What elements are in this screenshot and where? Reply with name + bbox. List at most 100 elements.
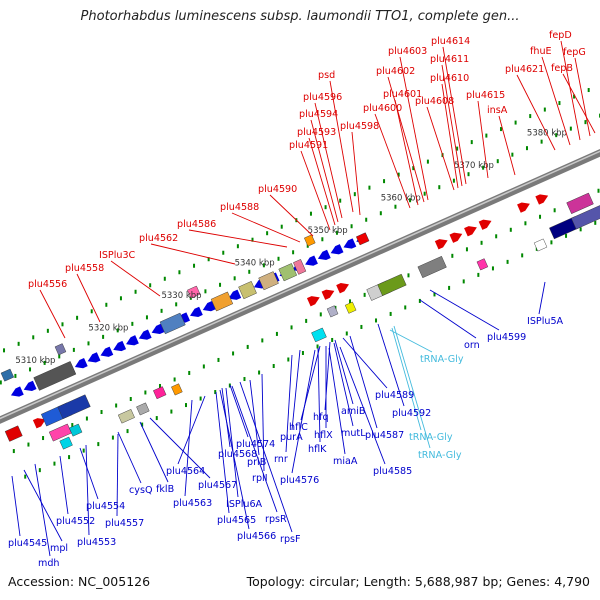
top-label-fepd: fepD	[549, 30, 572, 41]
top-gene-block	[377, 273, 407, 296]
track-tick	[111, 435, 114, 440]
scale-label: 5350 kbp	[308, 226, 348, 236]
rna-label-trna-gly: tRNA-Gly	[418, 450, 462, 461]
track-tick	[219, 282, 222, 287]
bottom-label-plu4564: plu4564	[166, 466, 205, 477]
backbone	[0, 149, 600, 424]
track-tick	[144, 390, 147, 395]
track-tick	[262, 263, 265, 268]
leader-line	[150, 243, 236, 265]
bottom-label-cysq: cysQ	[129, 485, 153, 496]
track-tick	[375, 318, 378, 323]
track-tick	[438, 185, 441, 190]
track-tick	[100, 410, 103, 415]
track-tick	[87, 341, 90, 346]
track-tick	[321, 237, 324, 242]
track-tick	[163, 276, 166, 281]
track-tick	[301, 350, 304, 355]
leader-line	[429, 289, 500, 331]
track-tick	[102, 334, 105, 339]
track-tick	[452, 178, 455, 183]
top-gene-block	[68, 423, 83, 437]
track-tick	[462, 279, 465, 284]
leader-line	[188, 229, 288, 248]
track-tick	[115, 403, 118, 408]
bottom-label-mdh: mdh	[38, 558, 60, 569]
track-tick	[68, 455, 71, 460]
track-tick	[46, 328, 49, 333]
bottom-gene-arrow	[343, 238, 357, 249]
bottom-gene-arrow	[151, 323, 165, 335]
track-tick	[145, 315, 148, 320]
track-tick	[353, 192, 356, 197]
track-tick	[331, 337, 334, 342]
top-gene-arrow	[336, 283, 349, 294]
track-tick	[587, 88, 590, 93]
track-tick	[3, 348, 6, 353]
track-tick	[485, 133, 488, 138]
bottom-gene-arrow	[138, 329, 152, 340]
top-gene-block	[171, 383, 183, 396]
bottom-label-plu4545: plu4545	[8, 538, 47, 549]
bottom-label-rpsr: rpsR	[265, 514, 287, 525]
leader-line	[334, 339, 354, 405]
leader-line	[139, 421, 169, 483]
track-tick	[126, 429, 129, 434]
track-tick	[394, 204, 397, 209]
track-tick	[185, 403, 188, 408]
track-tick	[423, 191, 426, 196]
bottom-gene-arrow	[202, 301, 216, 312]
leader-line	[538, 281, 546, 315]
bottom-gene-block	[33, 361, 77, 391]
track-tick	[292, 250, 295, 255]
leader-line	[399, 56, 429, 201]
bottom-gene-arrow	[74, 357, 88, 369]
track-tick	[491, 266, 494, 271]
leader-line	[300, 150, 331, 231]
leader-line	[225, 387, 239, 498]
bottom-label-plu4552: plu4552	[56, 516, 95, 527]
track-tick	[550, 240, 553, 245]
bottom-label-hfq: hfq	[313, 412, 329, 423]
track-tick	[277, 256, 280, 261]
track-tick	[316, 344, 319, 349]
track-tick	[58, 354, 61, 359]
track-tick	[129, 396, 132, 401]
track-tick	[178, 270, 181, 275]
rna-label-trna-gly: tRNA-Gly	[420, 354, 464, 365]
leader-line	[394, 99, 419, 206]
leader-line	[441, 64, 463, 187]
leader-line	[426, 106, 455, 191]
track-tick	[158, 383, 161, 388]
top-label-plu4615: plu4615	[466, 90, 505, 101]
leader-line	[516, 74, 556, 151]
scale-label: 5370 kbp	[454, 161, 494, 171]
top-label-psd: psd	[318, 70, 335, 81]
track-tick	[470, 140, 473, 145]
scale-label: 5360 kbp	[381, 193, 421, 203]
top-label-plu4586: plu4586	[177, 219, 216, 230]
track-tick	[24, 474, 27, 479]
top-gene-block	[311, 327, 327, 343]
leader-line	[498, 115, 516, 176]
track-tick	[160, 308, 163, 313]
leader-line	[291, 349, 316, 474]
leader-line	[269, 194, 314, 237]
leader-line	[231, 385, 278, 513]
leader-line	[349, 335, 378, 429]
track-tick	[383, 179, 386, 184]
bottom-label-plu4553: plu4553	[77, 537, 116, 548]
track-tick	[511, 152, 514, 157]
track-tick	[418, 298, 421, 303]
bottom-gene-block	[258, 271, 279, 291]
leader-line	[562, 73, 596, 134]
bottom-label-plu4585: plu4585	[373, 466, 412, 477]
track-tick	[365, 217, 368, 222]
leader-line	[23, 469, 63, 542]
track-tick	[495, 234, 498, 239]
track-tick	[569, 126, 572, 131]
track-tick	[389, 311, 392, 316]
leader-line	[328, 347, 346, 455]
top-gene-arrow	[32, 418, 46, 429]
